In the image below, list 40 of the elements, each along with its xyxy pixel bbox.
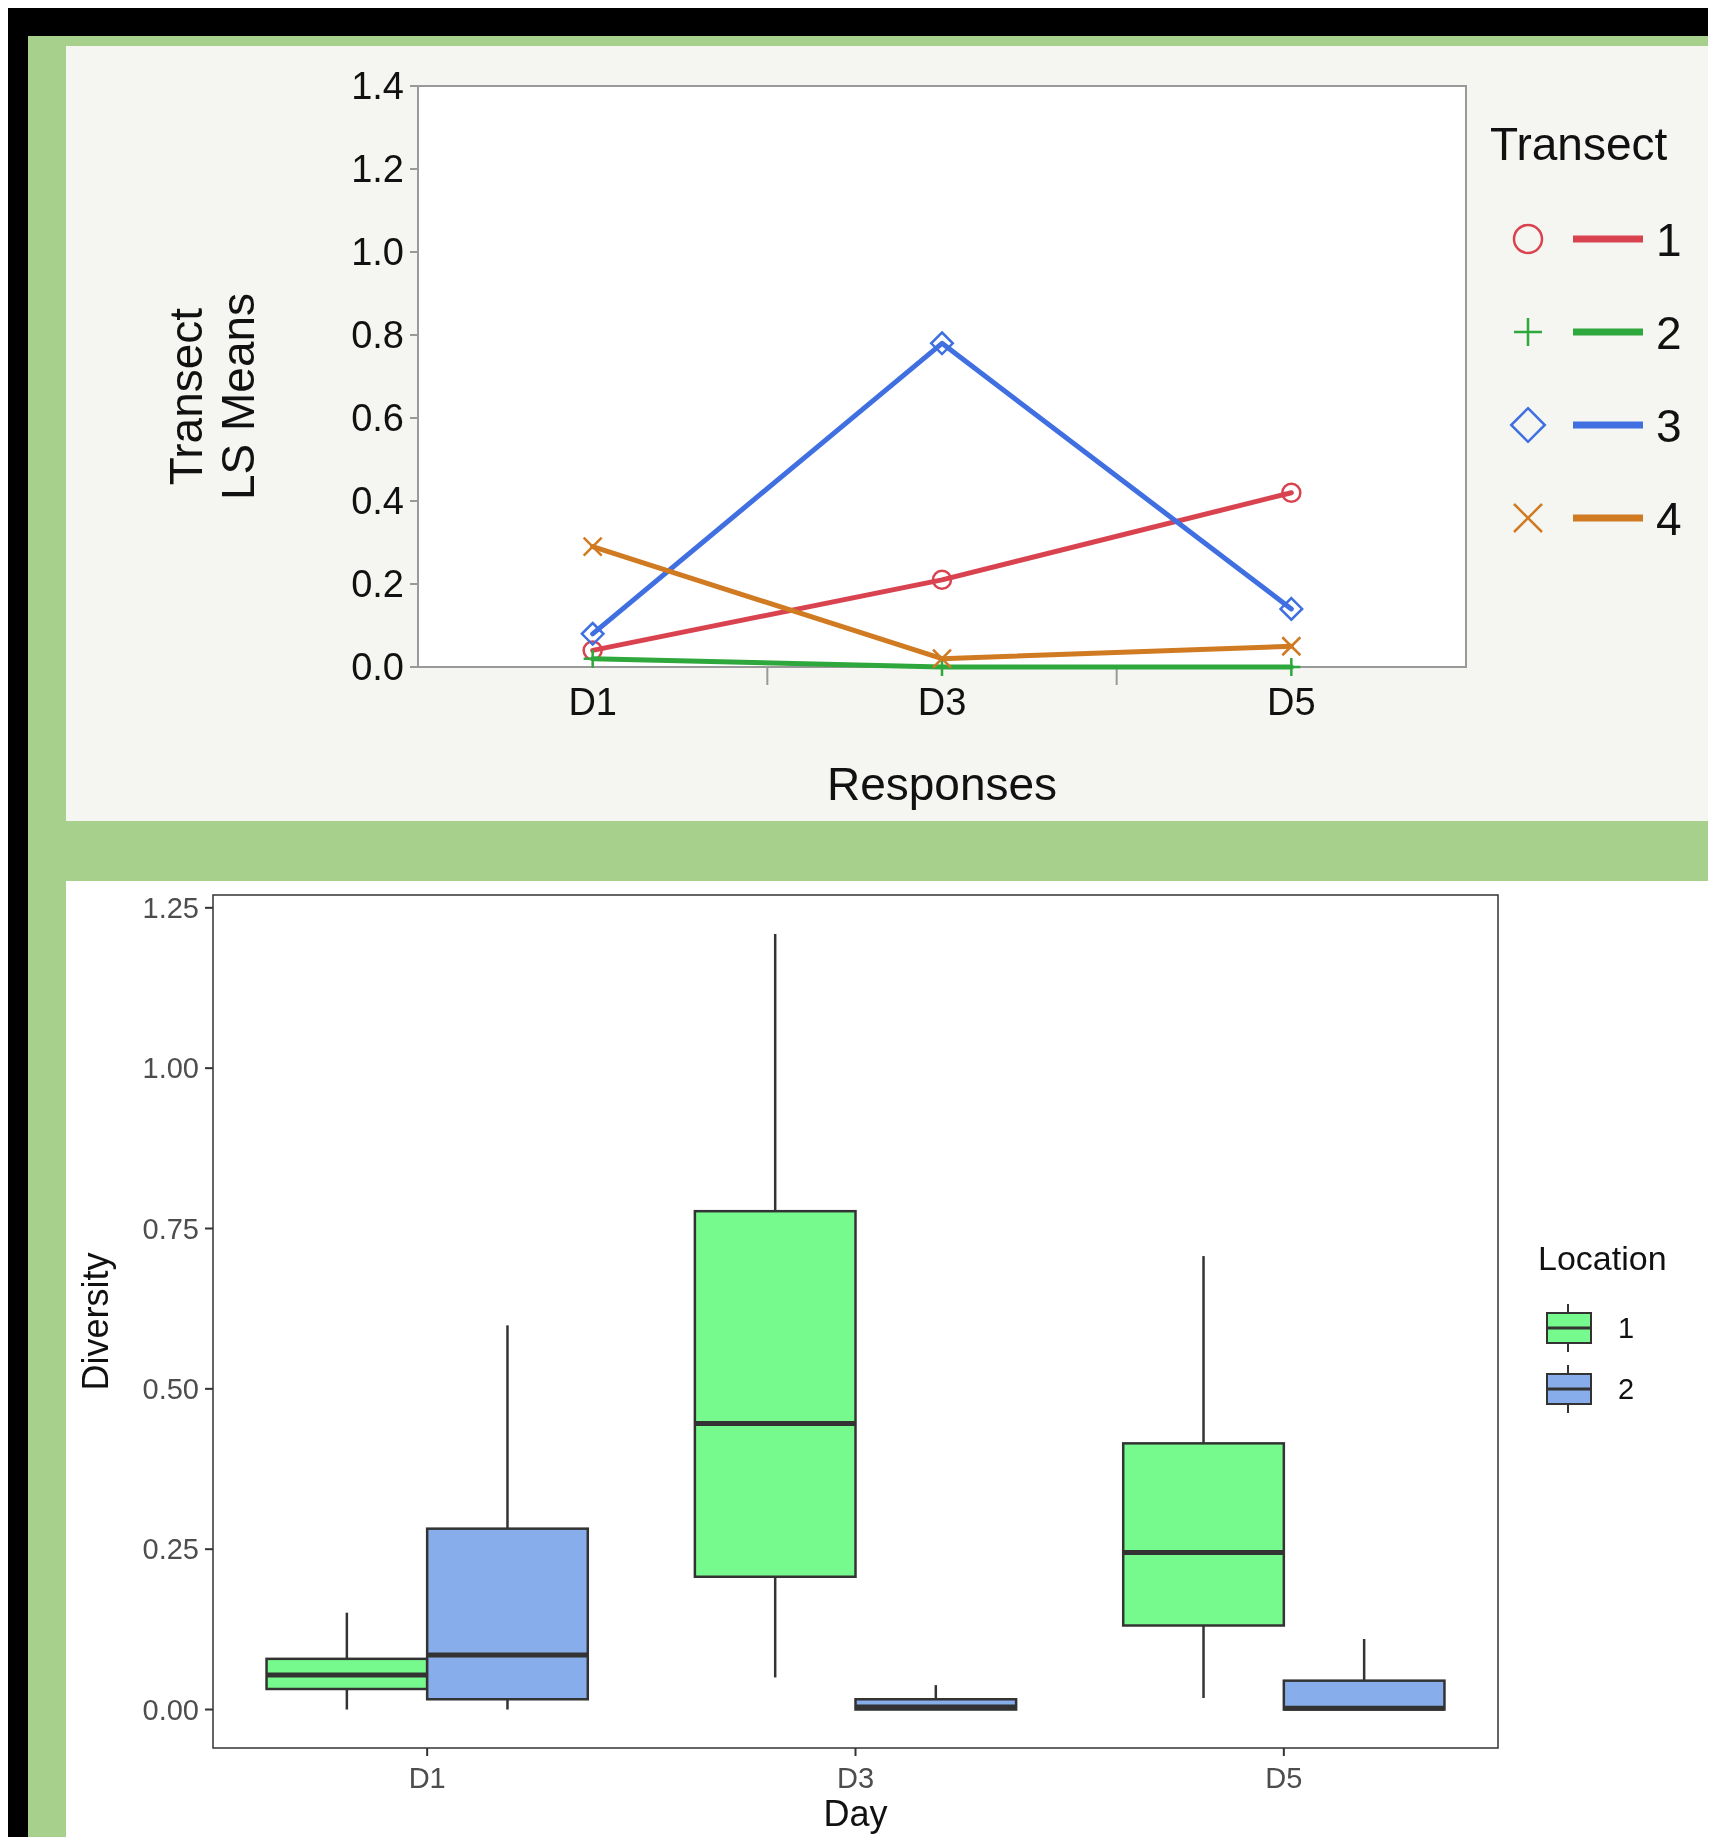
x-tick-label: D1	[568, 681, 617, 723]
x-tick-label: D3	[917, 681, 967, 723]
y-tick-label: 0.25	[142, 1533, 199, 1566]
legend-label: 2	[1618, 1373, 1635, 1406]
point	[929, 331, 955, 356]
y-tick-label: 0.75	[142, 1212, 199, 1245]
legend-label: 1	[1618, 1312, 1635, 1345]
point	[1281, 636, 1302, 657]
point	[1279, 596, 1304, 621]
legend-label: 1	[1656, 213, 1682, 266]
y-tick-label: 1.25	[142, 891, 199, 924]
y-tick-label: 1.00	[142, 1052, 199, 1085]
x-tick-label: D5	[1265, 1762, 1303, 1794]
y-axis-title: Diversity	[75, 1252, 116, 1391]
point	[580, 621, 605, 646]
legend-label: 2	[1656, 306, 1682, 359]
y-tick-label: 0.6	[351, 397, 404, 440]
x-tick-label: D5	[1267, 681, 1316, 723]
legend-label: 3	[1656, 399, 1682, 452]
y-tick-label: 0.50	[142, 1372, 199, 1405]
y-axis-title: Transect LS Means	[160, 292, 264, 501]
point	[1281, 482, 1302, 503]
x-tick-label: D1	[408, 1762, 446, 1794]
legend-label: 4	[1656, 492, 1682, 545]
y-tick-label: 0.2	[351, 563, 404, 606]
point	[931, 648, 953, 669]
x-axis-title: Day	[823, 1793, 888, 1834]
y-tick-label: 0.0	[351, 646, 404, 689]
y-tick-label: 0.00	[142, 1693, 199, 1726]
legend-title: Transect	[1490, 118, 1668, 170]
y-tick-label: 0.4	[351, 480, 404, 523]
y-tick-label: 1.2	[351, 148, 404, 191]
y-tick-label: 1.0	[351, 231, 404, 274]
point	[582, 536, 603, 557]
x-axis-title: Responses	[826, 758, 1058, 810]
y-tick-label: 1.4	[351, 65, 404, 108]
point	[931, 569, 953, 591]
x-tick-label: D3	[836, 1762, 875, 1794]
y-tick-label: 0.8	[351, 314, 404, 357]
legend-title: Location	[1538, 1239, 1667, 1277]
